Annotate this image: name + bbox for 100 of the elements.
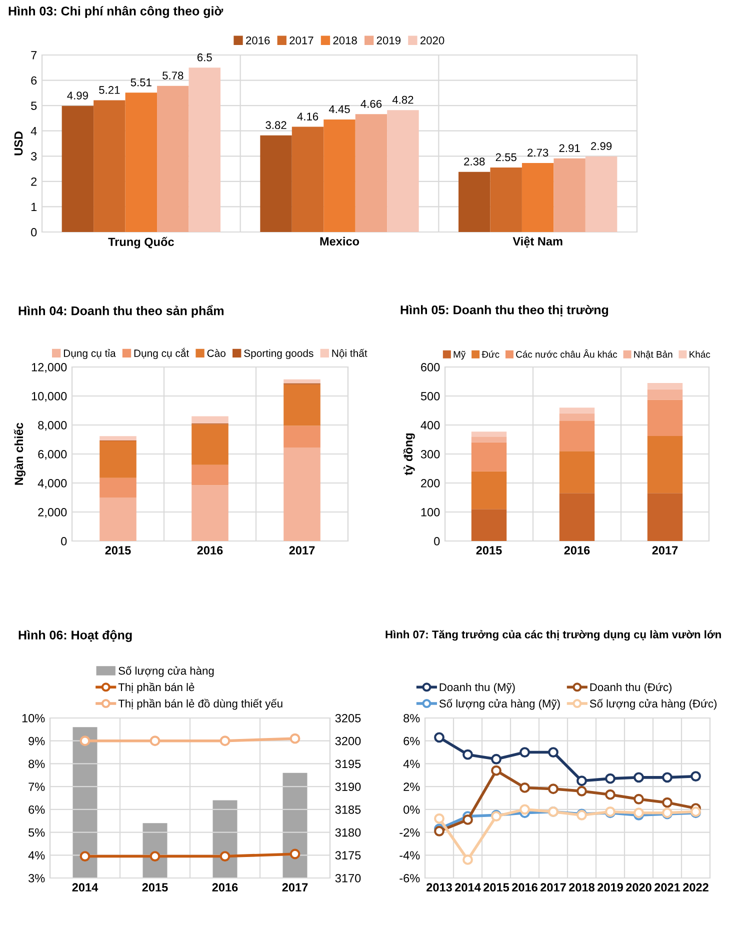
legend-label: Thị phần bán lẻ đồ dùng thiết yếu — [118, 698, 282, 710]
y2-tick-label: 3200 — [335, 736, 361, 746]
bar — [260, 135, 292, 232]
x-tick-label: Mexico — [320, 236, 360, 246]
x-tick-label: 2017 — [289, 546, 315, 555]
y-tick-label: 12,000 — [32, 363, 67, 373]
y-tick-label: 8% — [28, 760, 45, 768]
bar — [324, 119, 356, 232]
legend-label: 2018 — [333, 36, 357, 44]
point — [576, 776, 587, 786]
legend-label: 2017 — [290, 36, 314, 44]
x-tick-label: 2015 — [105, 546, 131, 555]
point — [520, 804, 530, 815]
point — [491, 754, 502, 764]
bar — [100, 498, 136, 541]
x-tick-label: 2016 — [212, 883, 238, 892]
x-tick-label: 2017 — [540, 883, 566, 892]
y-tick-label: -4% — [400, 851, 420, 860]
legend-label: Các nước châu Âu khác — [516, 349, 618, 358]
y2-tick-label: 3185 — [335, 805, 361, 814]
bar — [100, 436, 136, 441]
data-label: 3.82 — [266, 121, 286, 130]
bar — [100, 440, 136, 478]
data-label: 5.21 — [99, 86, 120, 94]
bar — [559, 408, 595, 414]
point — [605, 773, 616, 784]
bar — [192, 464, 228, 486]
bar — [157, 86, 189, 232]
x-tick-label: 2014 — [72, 883, 98, 892]
y-tick-label: -2% — [400, 828, 420, 837]
y-tick-label: 3% — [28, 874, 45, 882]
x-tick-label: 2016 — [512, 883, 538, 892]
y-tick-label: 1 — [31, 202, 37, 211]
y-tick-label: 5% — [28, 828, 45, 837]
bar — [471, 436, 507, 442]
y2-tick-label: 3205 — [335, 714, 361, 722]
x-tick-label: 2022 — [683, 883, 708, 892]
bar — [559, 413, 595, 421]
legend-label: Sporting goods — [244, 349, 314, 360]
bar — [284, 379, 320, 384]
bar — [355, 114, 388, 232]
legend-label: Số lượng cửa hàng (Đức) — [590, 698, 717, 710]
bar — [559, 493, 595, 541]
bar — [192, 485, 228, 541]
bar — [188, 68, 220, 232]
x-tick-label: Việt Nam — [512, 236, 562, 248]
bar — [458, 172, 490, 232]
point — [634, 794, 644, 804]
data-label: 4.82 — [392, 96, 414, 104]
point — [548, 747, 558, 758]
x-tick-label: 2015 — [142, 883, 168, 892]
legend-label: Doanh thu (Đức) — [590, 682, 672, 694]
point — [662, 797, 672, 808]
chart-title: Hình 03: Chi phí nhân công theo giờ — [8, 6, 224, 18]
bar — [125, 92, 158, 232]
legend-label: Mỹ — [454, 350, 466, 360]
data-label: 2.38 — [464, 158, 485, 166]
legend-label: 2016 — [246, 36, 270, 44]
point — [80, 851, 90, 862]
point — [462, 749, 473, 760]
point — [462, 814, 473, 825]
point — [434, 813, 444, 824]
legend-label: Nhật Bản — [634, 350, 672, 360]
legend-label: Khác — [690, 350, 710, 358]
y-tick-label: 8% — [404, 714, 420, 722]
y-axis-title: tỷ đồng — [403, 433, 415, 476]
point — [520, 747, 530, 758]
point — [491, 765, 502, 776]
x-tick-label: Trung Quốc — [108, 236, 174, 248]
y-tick-label: 4% — [28, 851, 45, 860]
bar — [647, 400, 683, 436]
x-tick-label: 2016 — [197, 546, 223, 555]
data-label: 4.16 — [297, 112, 318, 120]
data-label: 4.99 — [67, 92, 88, 100]
point — [80, 736, 90, 746]
point — [150, 851, 160, 862]
y-tick-label: 300 — [420, 450, 440, 458]
chart-title: Hình 05: Doanh thu theo thị trường — [400, 305, 608, 317]
x-tick-label: 2018 — [569, 883, 595, 892]
chart-title: Hình 06: Hoạt động — [18, 630, 132, 642]
y-axis-title: Ngàn chiếc — [14, 422, 26, 485]
legend-label: Cào — [207, 349, 226, 357]
y-tick-label: 8,000 — [38, 421, 67, 431]
y-tick-label: 6,000 — [38, 450, 67, 460]
point — [150, 736, 160, 746]
point — [220, 736, 230, 746]
bar — [647, 389, 683, 400]
point — [462, 854, 473, 865]
y-tick-label: 10,000 — [32, 392, 67, 402]
data-label: 4.45 — [328, 105, 350, 114]
point — [605, 789, 616, 800]
bar — [471, 471, 507, 510]
point — [220, 851, 230, 862]
data-label: 2.99 — [591, 142, 612, 150]
legend-label: Doanh thu (Mỹ) — [440, 682, 515, 694]
data-label: 5.51 — [130, 78, 152, 86]
legend-label: Nội thất — [332, 348, 368, 358]
bar — [471, 509, 507, 541]
bar — [471, 432, 507, 437]
y-tick-label: -6% — [400, 874, 420, 882]
